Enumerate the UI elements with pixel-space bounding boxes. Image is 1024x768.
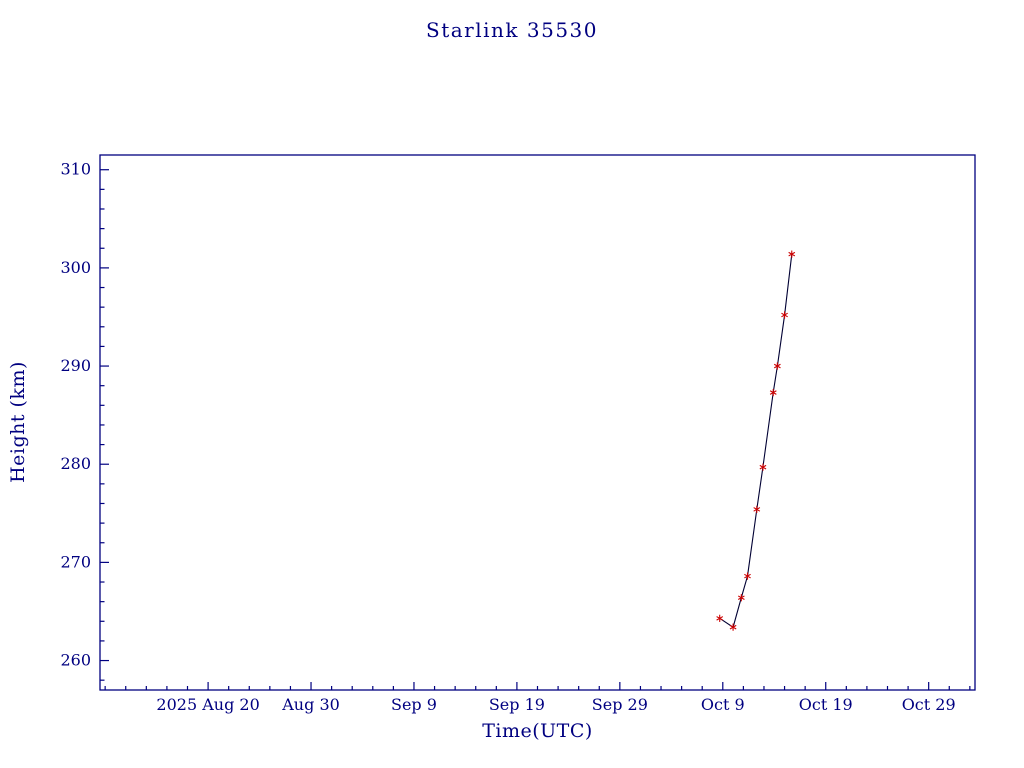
plot-frame [99, 154, 976, 691]
y-tick-label: 300 [60, 258, 91, 277]
height-series [716, 250, 796, 631]
x-tick-label: Aug 30 [281, 695, 340, 714]
x-tick-label: 2025 Aug 20 [156, 695, 259, 714]
data-point-marker [729, 623, 737, 631]
data-point-marker [788, 250, 796, 258]
chart-title: Starlink 35530 [426, 18, 598, 42]
data-point-marker [769, 388, 777, 397]
y-tick-label: 260 [60, 651, 91, 670]
x-tick-label: Sep 29 [592, 695, 648, 714]
y-axis-label: Height (km) [7, 361, 29, 483]
data-point-marker [759, 463, 767, 471]
height-line [719, 254, 793, 629]
x-tick-label: Oct 9 [701, 695, 745, 714]
data-point-marker [781, 311, 788, 319]
x-tick-label: Sep 9 [391, 695, 437, 714]
y-tick-label: 280 [60, 454, 91, 473]
data-point-marker [744, 572, 751, 580]
data-point-marker [737, 594, 745, 602]
x-tick-label: Sep 19 [489, 695, 545, 714]
y-tick-label: 270 [60, 552, 91, 571]
data-point-marker [753, 505, 761, 513]
x-tick-label: Oct 19 [799, 695, 853, 714]
y-tick-label: 310 [60, 160, 91, 179]
y-tick-label: 290 [60, 356, 91, 375]
y-axis: 260 270 280 290 300 310 [60, 160, 109, 681]
x-axis-label: Time(UTC) [482, 720, 593, 742]
data-point-marker [773, 362, 781, 370]
data-point-marker [716, 614, 724, 622]
x-axis: 2025 Aug 20 Aug 30 Sep 9 Sep 19 Sep 29 Oct 9 O… [104, 682, 971, 714]
x-tick-label: Oct 29 [902, 695, 956, 714]
